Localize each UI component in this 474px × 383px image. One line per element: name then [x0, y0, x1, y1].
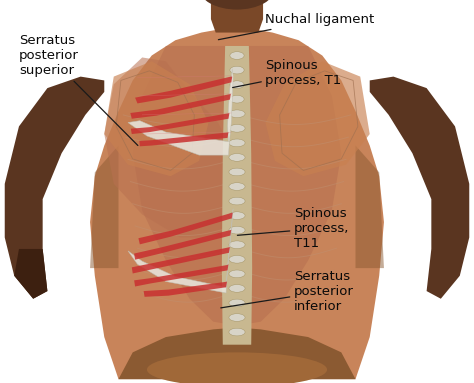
- Ellipse shape: [230, 81, 244, 88]
- Ellipse shape: [229, 139, 245, 147]
- Polygon shape: [90, 146, 118, 268]
- Ellipse shape: [230, 95, 244, 103]
- Ellipse shape: [229, 226, 245, 234]
- Ellipse shape: [229, 212, 245, 219]
- Ellipse shape: [229, 241, 245, 249]
- Polygon shape: [265, 61, 370, 176]
- Polygon shape: [128, 209, 233, 293]
- Ellipse shape: [230, 66, 244, 74]
- Polygon shape: [130, 94, 231, 119]
- Polygon shape: [90, 27, 384, 379]
- Ellipse shape: [229, 154, 245, 161]
- Text: Spinous
process, T1: Spinous process, T1: [233, 59, 342, 88]
- Ellipse shape: [147, 352, 327, 383]
- Polygon shape: [132, 247, 230, 273]
- Polygon shape: [104, 57, 237, 237]
- Polygon shape: [134, 230, 231, 260]
- Polygon shape: [144, 282, 227, 297]
- Polygon shape: [118, 327, 356, 379]
- Polygon shape: [14, 249, 47, 299]
- Polygon shape: [128, 69, 233, 155]
- Polygon shape: [131, 113, 229, 134]
- Polygon shape: [104, 61, 209, 176]
- Ellipse shape: [199, 0, 275, 10]
- Ellipse shape: [229, 255, 245, 263]
- Ellipse shape: [229, 328, 245, 336]
- Polygon shape: [138, 213, 233, 244]
- Text: Serratus
posterior
superior: Serratus posterior superior: [19, 34, 138, 146]
- Ellipse shape: [229, 110, 245, 118]
- Ellipse shape: [229, 124, 245, 132]
- Polygon shape: [222, 46, 252, 345]
- Polygon shape: [139, 132, 228, 146]
- Text: Nuchal ligament: Nuchal ligament: [219, 13, 374, 40]
- Ellipse shape: [230, 52, 244, 59]
- Text: Serratus
posterior
inferior: Serratus posterior inferior: [221, 270, 354, 313]
- Polygon shape: [134, 264, 228, 286]
- Polygon shape: [5, 77, 104, 299]
- Ellipse shape: [229, 270, 245, 278]
- Ellipse shape: [229, 299, 245, 307]
- Polygon shape: [135, 77, 232, 103]
- Polygon shape: [133, 46, 341, 326]
- Ellipse shape: [229, 183, 245, 190]
- Polygon shape: [370, 77, 469, 299]
- Polygon shape: [211, 0, 263, 33]
- Ellipse shape: [229, 285, 245, 292]
- Ellipse shape: [229, 314, 245, 321]
- Text: Spinous
process,
T11: Spinous process, T11: [237, 207, 349, 250]
- Ellipse shape: [229, 197, 245, 205]
- Ellipse shape: [229, 168, 245, 176]
- Polygon shape: [356, 146, 384, 268]
